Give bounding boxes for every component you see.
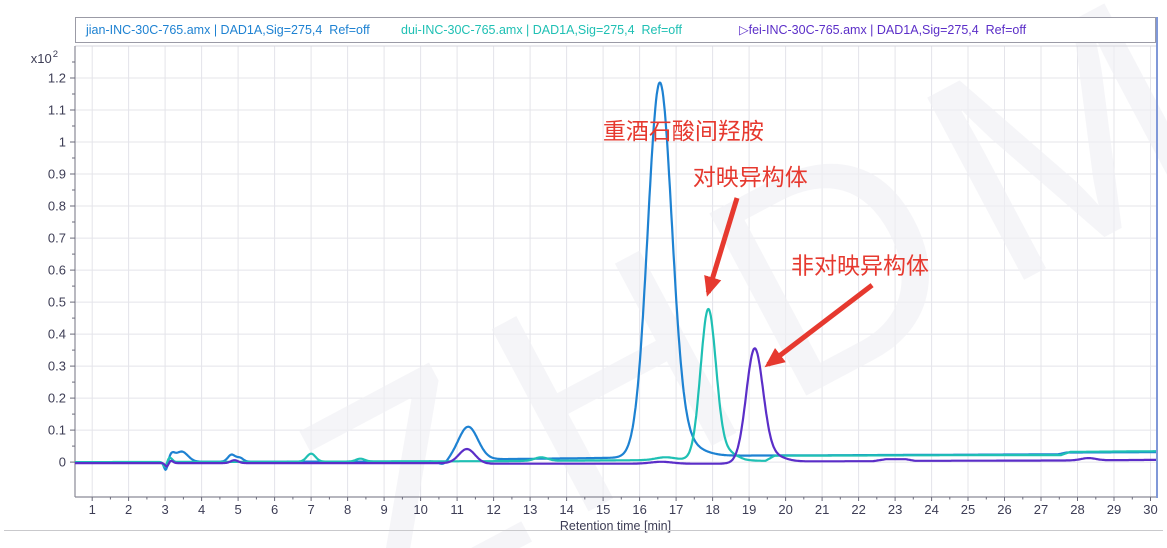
x-tick-label: 11 (450, 502, 464, 517)
y-tick-label: 0.7 (48, 231, 66, 246)
x-tick-label: 30 (1143, 502, 1157, 517)
peak-annotation-2: 非对映异构体 (791, 252, 929, 278)
x-tick-label: 20 (778, 502, 792, 517)
y-tick-label: 0.8 (48, 199, 66, 214)
axis-ticks (70, 61, 1151, 501)
x-tick-label: 16 (632, 502, 646, 517)
x-tick-label: 8 (344, 502, 351, 517)
y-tick-label: 0.6 (48, 263, 66, 278)
x-tick-label: 13 (523, 502, 537, 517)
x-tick-label: 26 (997, 502, 1011, 517)
trace-label-dui[interactable]: dui-INC-30C-765.amx | DAD1A,Sig=275,4 Re… (401, 23, 682, 37)
y-tick-label: 0.9 (48, 167, 66, 182)
trace-dui[interactable] (75, 307, 1156, 468)
x-tick-label: 4 (198, 502, 205, 517)
peak-annotation-0: 重酒石酸间羟胺 (603, 118, 764, 144)
x-tick-label: 19 (742, 502, 756, 517)
x-tick-label: 22 (851, 502, 865, 517)
axis-labels: 1 2 3 4 5 6 7 8 9 10 11 12 13 14 15 16 17 18 19 20 21 22 23 24 2… (48, 71, 1158, 518)
x-tick-label: 14 (559, 502, 573, 517)
x-tick-label: 29 (1107, 502, 1121, 517)
x-tick-label: 18 (705, 502, 719, 517)
x-axis-title: Retention time [min] (560, 519, 671, 533)
watermark: ZHDM (251, 0, 1167, 548)
x-tick-label: 24 (924, 502, 938, 517)
y-tick-label: 0.3 (48, 359, 66, 374)
x-tick-label: 9 (380, 502, 387, 517)
x-tick-label: 23 (888, 502, 902, 517)
signal-header-bar: jian-INC-30C-765.amx | DAD1A,Sig=275,4 R… (75, 17, 1156, 43)
y-tick-label: 0.2 (48, 391, 66, 406)
y-tick-label: 0.5 (48, 295, 66, 310)
pane-right-border (1156, 17, 1158, 498)
y-tick-label: 0.1 (48, 423, 66, 438)
x-tick-label: 28 (1070, 502, 1084, 517)
x-tick-label: 21 (815, 502, 829, 517)
x-tick-label: 17 (669, 502, 683, 517)
gridlines (75, 46, 1156, 497)
x-tick-label: 27 (1034, 502, 1048, 517)
bottom-divider (4, 530, 1163, 531)
x-tick-label: 1 (89, 502, 96, 517)
y-scale-multiplier: x102 (31, 49, 58, 66)
y-tick-label: 1.1 (48, 103, 66, 118)
trace-label-fei[interactable]: ▷fei-INC-30C-765.amx | DAD1A,Sig=275,4 R… (739, 23, 1027, 37)
x-tick-label: 12 (486, 502, 500, 517)
x-tick-label: 2 (125, 502, 132, 517)
y-tick-label: 0 (59, 455, 66, 470)
y-tick-label: 1.2 (48, 71, 66, 86)
x-tick-label: 3 (161, 502, 168, 517)
y-tick-label: 1 (59, 135, 66, 150)
traces (75, 81, 1156, 471)
y-tick-label: 0.4 (48, 327, 66, 342)
peak-annotation-1: 对映异构体 (693, 164, 808, 190)
x-tick-label: 25 (961, 502, 975, 517)
x-tick-label: 7 (307, 502, 314, 517)
x-tick-label: 15 (596, 502, 610, 517)
x-tick-label: 6 (271, 502, 278, 517)
x-tick-label: 10 (413, 502, 427, 517)
annotation-arrow-0 (704, 197, 740, 297)
trace-fei[interactable] (75, 347, 1156, 468)
x-tick-label: 5 (234, 502, 241, 517)
annotation-arrow-1 (764, 283, 874, 368)
trace-label-jian[interactable]: jian-INC-30C-765.amx | DAD1A,Sig=275,4 R… (86, 23, 370, 37)
